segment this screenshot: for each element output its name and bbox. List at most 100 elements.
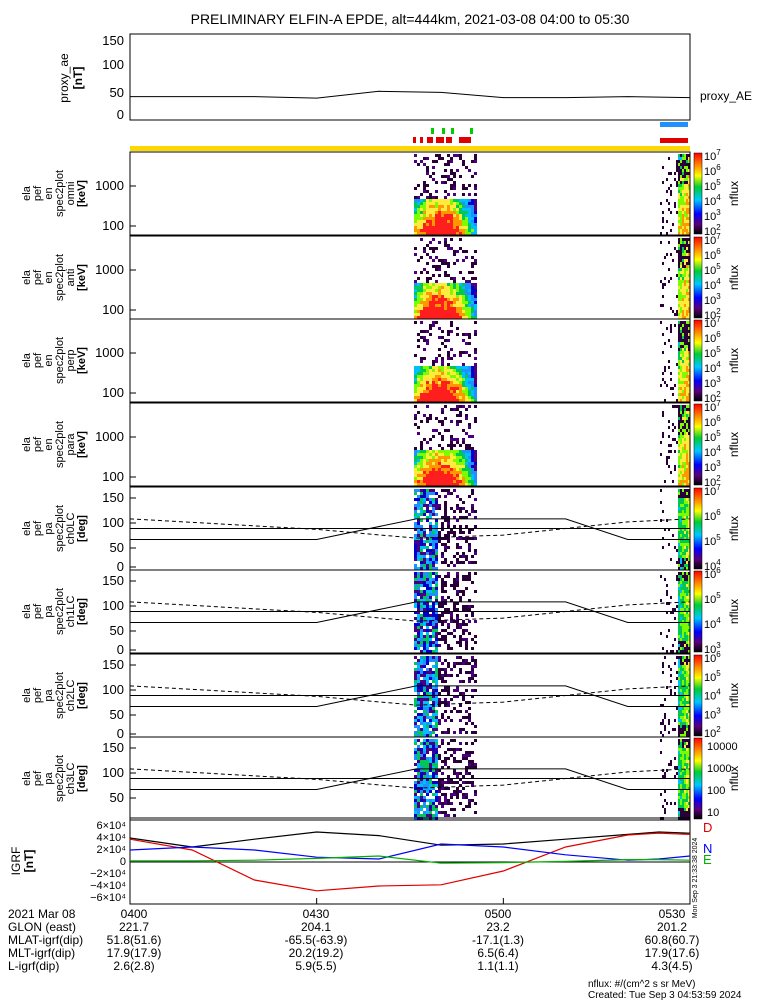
- ch1LC-burst-edge: [660, 572, 690, 653]
- anti-ytick-0: 1000: [95, 262, 124, 277]
- anti-ylabel-1: pef: [32, 269, 44, 285]
- ch2LC-ylabel-5: [deg]: [76, 682, 88, 709]
- ch3LC-ylabel: ela pef pa spec2plot ch3LC [deg]: [21, 755, 88, 802]
- green-ticks: [431, 128, 473, 134]
- ch0LC-ytick-0: 150: [102, 490, 124, 505]
- red-status-bar: [660, 138, 688, 143]
- perp-ylabel-1: pef: [32, 352, 44, 368]
- ch2LC-cb-exp-4: 104: [704, 688, 721, 703]
- anti-cb-exp-5: 105: [704, 262, 721, 277]
- ch3LC-cb-tick-1: 1000: [707, 763, 731, 775]
- para-burst-edge: [660, 405, 690, 486]
- ch2LC-burst-main: [414, 656, 477, 737]
- para-cb-label: nflux: [727, 432, 741, 457]
- anti-cb-label: nflux: [727, 265, 741, 290]
- ch3LC-ytick-1: 100: [102, 765, 124, 780]
- ch2LC-ytick-0: 150: [102, 657, 124, 672]
- ch1LC-ylabel-5: [deg]: [76, 598, 88, 625]
- perp-cb-exp-3: 103: [704, 375, 721, 390]
- anti-frame: [129, 235, 691, 320]
- ephemeris-footer: 2021 Mar 08 GLON (east) MLAT-igrf(dip) M…: [8, 907, 742, 1000]
- ch3LC-antilosscone-line: [129, 768, 691, 789]
- ch2LC-ytick-1: 100: [102, 682, 124, 697]
- ch0LC-cb-exp-5: 105: [704, 533, 721, 548]
- footer-r3-c0: 17.9(17.9): [107, 946, 162, 960]
- spec-panel-ch0LC: 150 100 50 0 ela pef pa spec2plot ch0LC [deg] 107 1…: [21, 483, 741, 574]
- ae-ytick-50: 50: [110, 85, 124, 100]
- ch2LC-cb-label: nflux: [727, 683, 741, 708]
- ch1LC-ylabel-3: spec2plot: [54, 588, 66, 635]
- para-ytick-0: 1000: [95, 429, 124, 444]
- ch3LC-ylabel-0: ela: [21, 770, 33, 786]
- ch1LC-cb-exp-4: 104: [704, 616, 721, 631]
- ch3LC-cb-tick-2: 100: [707, 785, 725, 797]
- perp-ylabel-3: spec2plot: [54, 337, 66, 384]
- igrf-legend-n: N: [703, 841, 712, 856]
- footer-r3-c2: 6.5(6.4): [477, 946, 518, 960]
- igrf-ylabel-1: IGRF: [9, 847, 23, 876]
- ch2LC-ylabel-0: ela: [21, 687, 33, 703]
- omni-ylabel-4: omni: [65, 182, 77, 206]
- ch2LC-ytick-2: 50: [110, 707, 124, 722]
- ch0LC-ylabel: ela pef pa spec2plot ch0LC [deg]: [21, 505, 88, 552]
- spec-panel-ch3LC: 150 100 50 ela pef pa spec2plot ch3LC [deg] 10000…: [21, 736, 741, 821]
- ch3LC-ylabel-2: pa: [43, 772, 55, 785]
- plot-side-timestamp: Mon Sep 3 21:33:38 2024: [692, 838, 699, 919]
- anti-cb-exp-7: 107: [704, 232, 721, 247]
- ae-ytick-100: 100: [102, 57, 124, 72]
- omni-cb-exp-6: 106: [704, 163, 721, 178]
- footer-r3-c3: 17.9(17.6): [645, 946, 700, 960]
- anti-ylabel-3: spec2plot: [54, 254, 66, 301]
- igrf-ytick-4: −2×10⁴: [90, 868, 126, 880]
- ch0LC-burst-edge: [660, 489, 690, 570]
- footer-r0-c3: 0530: [659, 907, 686, 921]
- ch1LC-ylabel-4: ch1LC: [65, 596, 77, 628]
- para-cb-exp-5: 105: [704, 429, 721, 444]
- igrf-legend-e: E: [703, 852, 712, 867]
- proxy-ae-panel: 150 100 50 0 proxy_ae [nT] proxy_AE: [57, 33, 752, 122]
- ch1LC-losscone-line: [130, 601, 690, 623]
- ch0LC-cb-label: nflux: [727, 516, 741, 541]
- perp-cb-exp-6: 106: [704, 330, 721, 345]
- proxy-ae-legend: proxy_AE: [700, 89, 752, 103]
- igrf-ylabel-2: [nT]: [22, 850, 36, 873]
- spec-panel-ch1LC: 150 100 50 0 ela pef pa spec2plot ch1LC [deg] 106 1…: [21, 566, 741, 657]
- perp-cb-exp-4: 104: [704, 360, 721, 375]
- figure-title: PRELIMINARY ELFIN-A EPDE, alt=444km, 202…: [191, 11, 630, 27]
- ch1LC-cb-exp-5: 105: [704, 591, 721, 606]
- footer-r0-c0: 0400: [121, 907, 148, 921]
- ch3LC-burst-edge: [660, 739, 690, 820]
- footer-label-0: 2021 Mar 08: [8, 907, 76, 921]
- ch0LC-ylabel-5: [deg]: [76, 515, 88, 542]
- ch3LC-cb-tick-0: 10000: [707, 741, 738, 753]
- ch1LC-burst-main: [414, 572, 477, 653]
- igrf-ytick-1: 4×10⁴: [96, 832, 126, 844]
- igrf-total-line: [129, 831, 691, 848]
- ch2LC-ytick-3: 0: [117, 726, 124, 741]
- perp-cb-label: nflux: [727, 348, 741, 373]
- footer-label-4: L-igrf(dip): [8, 959, 59, 973]
- ch1LC-antilosscone-line: [129, 601, 691, 622]
- ch1LC-cb-exp-6: 106: [704, 566, 721, 581]
- para-ylabel-4: para: [65, 433, 77, 456]
- footer-label-2: MLAT-igrf(dip): [8, 933, 83, 947]
- ch0LC-cb-exp-6: 106: [704, 508, 721, 523]
- para-cb-exp-6: 106: [704, 414, 721, 429]
- footer-r4-c1: 5.9(5.5): [295, 959, 336, 973]
- footer-r0-c2: 0500: [485, 907, 512, 921]
- ch0LC-ytick-2: 50: [110, 540, 124, 555]
- footer-r0-c1: 0430: [303, 907, 330, 921]
- omni-cb-exp-4: 104: [704, 193, 721, 208]
- omni-ytick-0: 1000: [95, 178, 124, 193]
- perp-cb-exp-7: 107: [704, 315, 721, 330]
- ch2LC-losscone-line: [130, 685, 690, 707]
- para-cb-exp-4: 104: [704, 444, 721, 459]
- ae-ytick-150: 150: [102, 33, 124, 48]
